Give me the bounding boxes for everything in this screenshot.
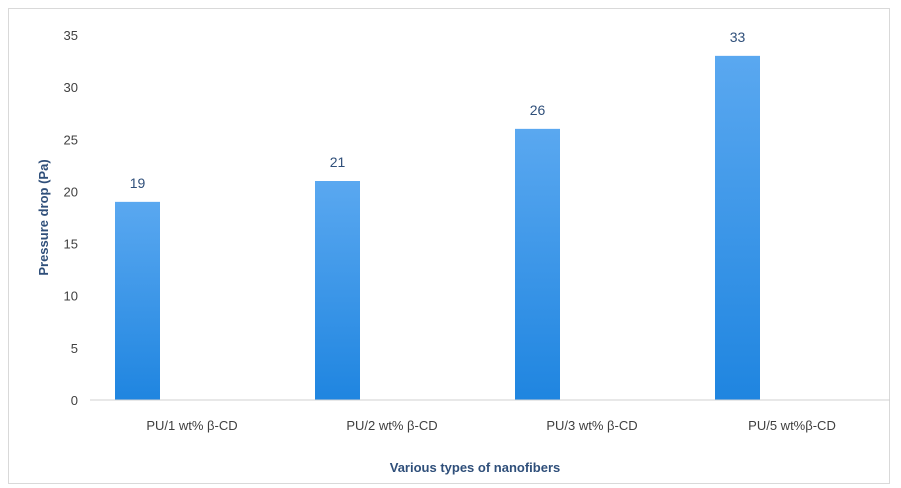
y-tick-label: 20 <box>64 184 78 199</box>
bar-data-label: 26 <box>530 102 546 118</box>
y-tick-label: 25 <box>64 132 78 147</box>
bar-data-label: 19 <box>130 175 146 191</box>
x-tick-label: PU/1 wt% β-CD <box>146 418 237 433</box>
chart-frame <box>8 8 890 484</box>
y-tick-label: 5 <box>71 341 78 356</box>
y-tick-label: 35 <box>64 28 78 43</box>
x-tick-label: PU/5 wt%β-CD <box>748 418 836 433</box>
x-tick-label: PU/3 wt% β-CD <box>546 418 637 433</box>
bar-data-label: 33 <box>730 29 746 45</box>
y-tick-label: 15 <box>64 237 78 252</box>
x-axis-title: Various types of nanofibers <box>390 460 561 475</box>
bar <box>315 181 360 400</box>
y-tick-label: 10 <box>64 289 78 304</box>
y-tick-label: 30 <box>64 80 78 95</box>
bar <box>115 201 160 400</box>
bar <box>515 128 560 400</box>
x-tick-label: PU/2 wt% β-CD <box>346 418 437 433</box>
y-tick-label: 0 <box>71 393 78 408</box>
y-axis-title: Pressure drop (Pa) <box>36 159 51 275</box>
bar-data-label: 21 <box>330 154 346 170</box>
bar <box>715 55 760 400</box>
